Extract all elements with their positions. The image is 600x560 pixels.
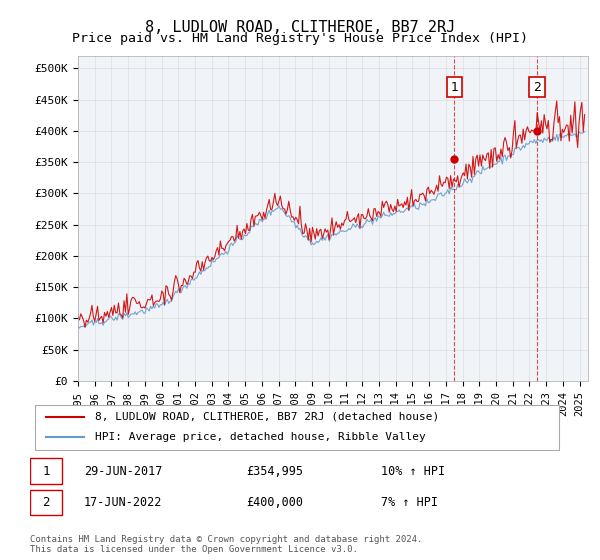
Text: 1: 1 bbox=[450, 81, 458, 94]
FancyBboxPatch shape bbox=[30, 458, 62, 484]
Text: £354,995: £354,995 bbox=[246, 465, 303, 478]
FancyBboxPatch shape bbox=[30, 490, 62, 515]
Text: 8, LUDLOW ROAD, CLITHEROE, BB7 2RJ: 8, LUDLOW ROAD, CLITHEROE, BB7 2RJ bbox=[145, 20, 455, 35]
Text: HPI: Average price, detached house, Ribble Valley: HPI: Average price, detached house, Ribb… bbox=[95, 432, 425, 442]
Text: 1: 1 bbox=[43, 465, 50, 478]
Text: £400,000: £400,000 bbox=[246, 496, 303, 509]
Text: 2: 2 bbox=[533, 81, 541, 94]
Text: 7% ↑ HPI: 7% ↑ HPI bbox=[381, 496, 438, 509]
Text: 17-JUN-2022: 17-JUN-2022 bbox=[84, 496, 163, 509]
Text: 29-JUN-2017: 29-JUN-2017 bbox=[84, 465, 163, 478]
Text: 10% ↑ HPI: 10% ↑ HPI bbox=[381, 465, 445, 478]
Text: 8, LUDLOW ROAD, CLITHEROE, BB7 2RJ (detached house): 8, LUDLOW ROAD, CLITHEROE, BB7 2RJ (deta… bbox=[95, 412, 439, 422]
FancyBboxPatch shape bbox=[35, 405, 559, 450]
Text: Price paid vs. HM Land Registry's House Price Index (HPI): Price paid vs. HM Land Registry's House … bbox=[72, 32, 528, 45]
Text: 2: 2 bbox=[43, 496, 50, 509]
Text: Contains HM Land Registry data © Crown copyright and database right 2024.
This d: Contains HM Land Registry data © Crown c… bbox=[30, 535, 422, 554]
